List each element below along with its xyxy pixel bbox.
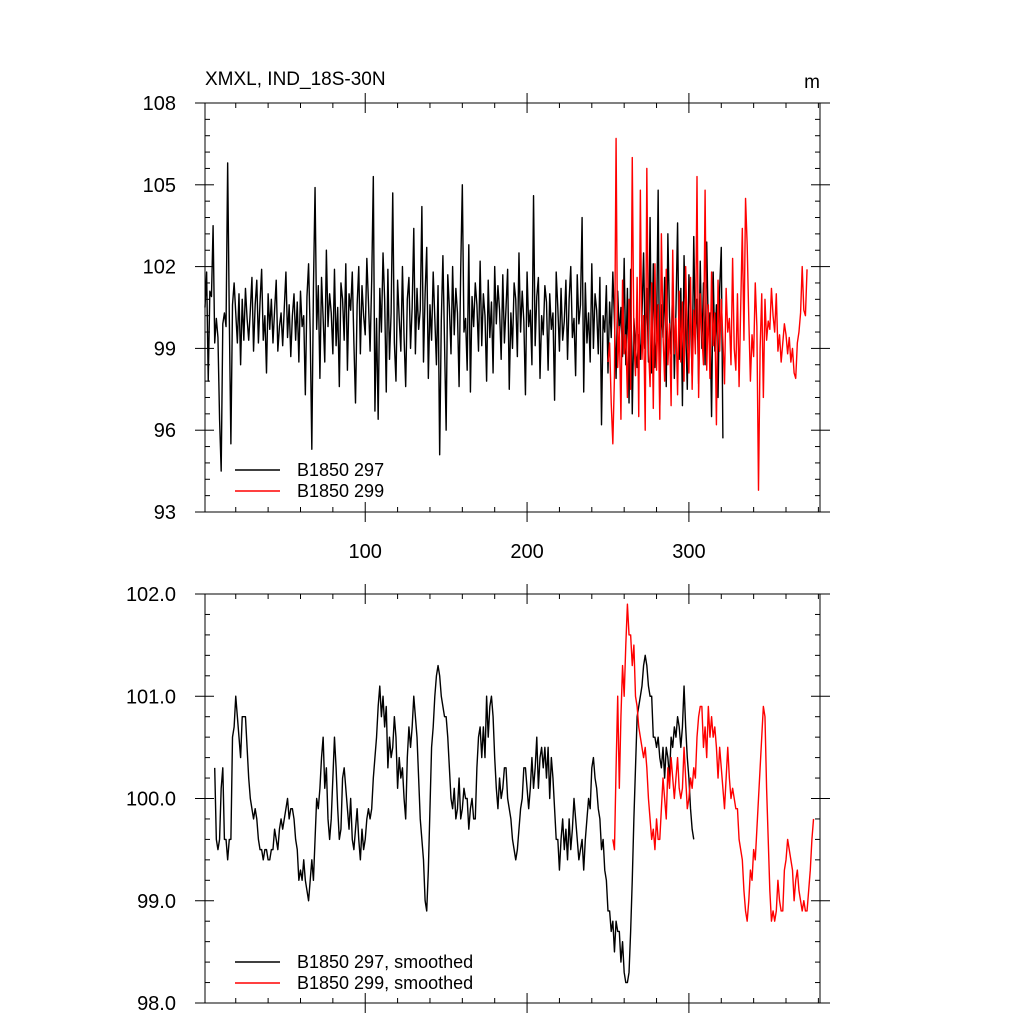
tick-marks: [195, 584, 830, 1013]
x-tick-label: 100: [349, 541, 382, 563]
y-tick-labels: 98.0 99.0 100.0 101.0 102.0: [126, 584, 176, 1015]
series-line-b1850-299-smoothed: [612, 603, 815, 922]
legend-label-b1850-299-smoothed: B1850 299, smoothed: [297, 973, 473, 993]
y-tick-label: 100.0: [126, 789, 176, 811]
y-tick-label: 108: [143, 93, 176, 115]
y-tick-label: 99.0: [137, 891, 176, 913]
bottom-panel: 98.0 99.0 100.0 101.0 102.0 B1850 297, smoot…: [126, 584, 830, 1015]
y-tick-label: 99: [154, 338, 176, 360]
x-tick-labels: 100 200 300: [349, 541, 706, 563]
plot-frame: [204, 593, 821, 1004]
y-tick-label: 102: [143, 257, 176, 279]
series-line-b1850-297-smoothed: [214, 654, 695, 984]
x-tick-label: 300: [672, 541, 705, 563]
units-label: m: [804, 72, 820, 93]
series-line-b1850-297: [204, 162, 724, 472]
legend-label-b1850-299: B1850 299: [297, 481, 384, 501]
legend-label-b1850-297-smoothed: B1850 297, smoothed: [297, 952, 473, 972]
series-group: [214, 603, 815, 984]
legend: B1850 297, smoothed B1850 299, smoothed: [235, 952, 473, 993]
x-tick-label: 200: [510, 541, 543, 563]
y-tick-label: 93: [154, 502, 176, 524]
y-tick-label: 96: [154, 420, 176, 442]
y-tick-labels: 93 96 99 102 105 108: [143, 93, 176, 524]
legend-label-b1850-297: B1850 297: [297, 460, 384, 480]
series-line-b1850-299: [607, 137, 808, 491]
y-tick-label: 102.0: [126, 584, 176, 606]
legend: B1850 297 B1850 299: [235, 460, 384, 501]
series-group: [204, 137, 808, 491]
tick-marks: [195, 93, 830, 522]
chart-title: XMXL, IND_18S-30N: [205, 69, 386, 90]
top-panel: XMXL, IND_18S-30N m 93 96 99 102 105 108 100 2…: [143, 69, 830, 563]
y-tick-label: 105: [143, 175, 176, 197]
y-tick-label: 98.0: [137, 993, 176, 1015]
y-tick-label: 101.0: [126, 686, 176, 708]
